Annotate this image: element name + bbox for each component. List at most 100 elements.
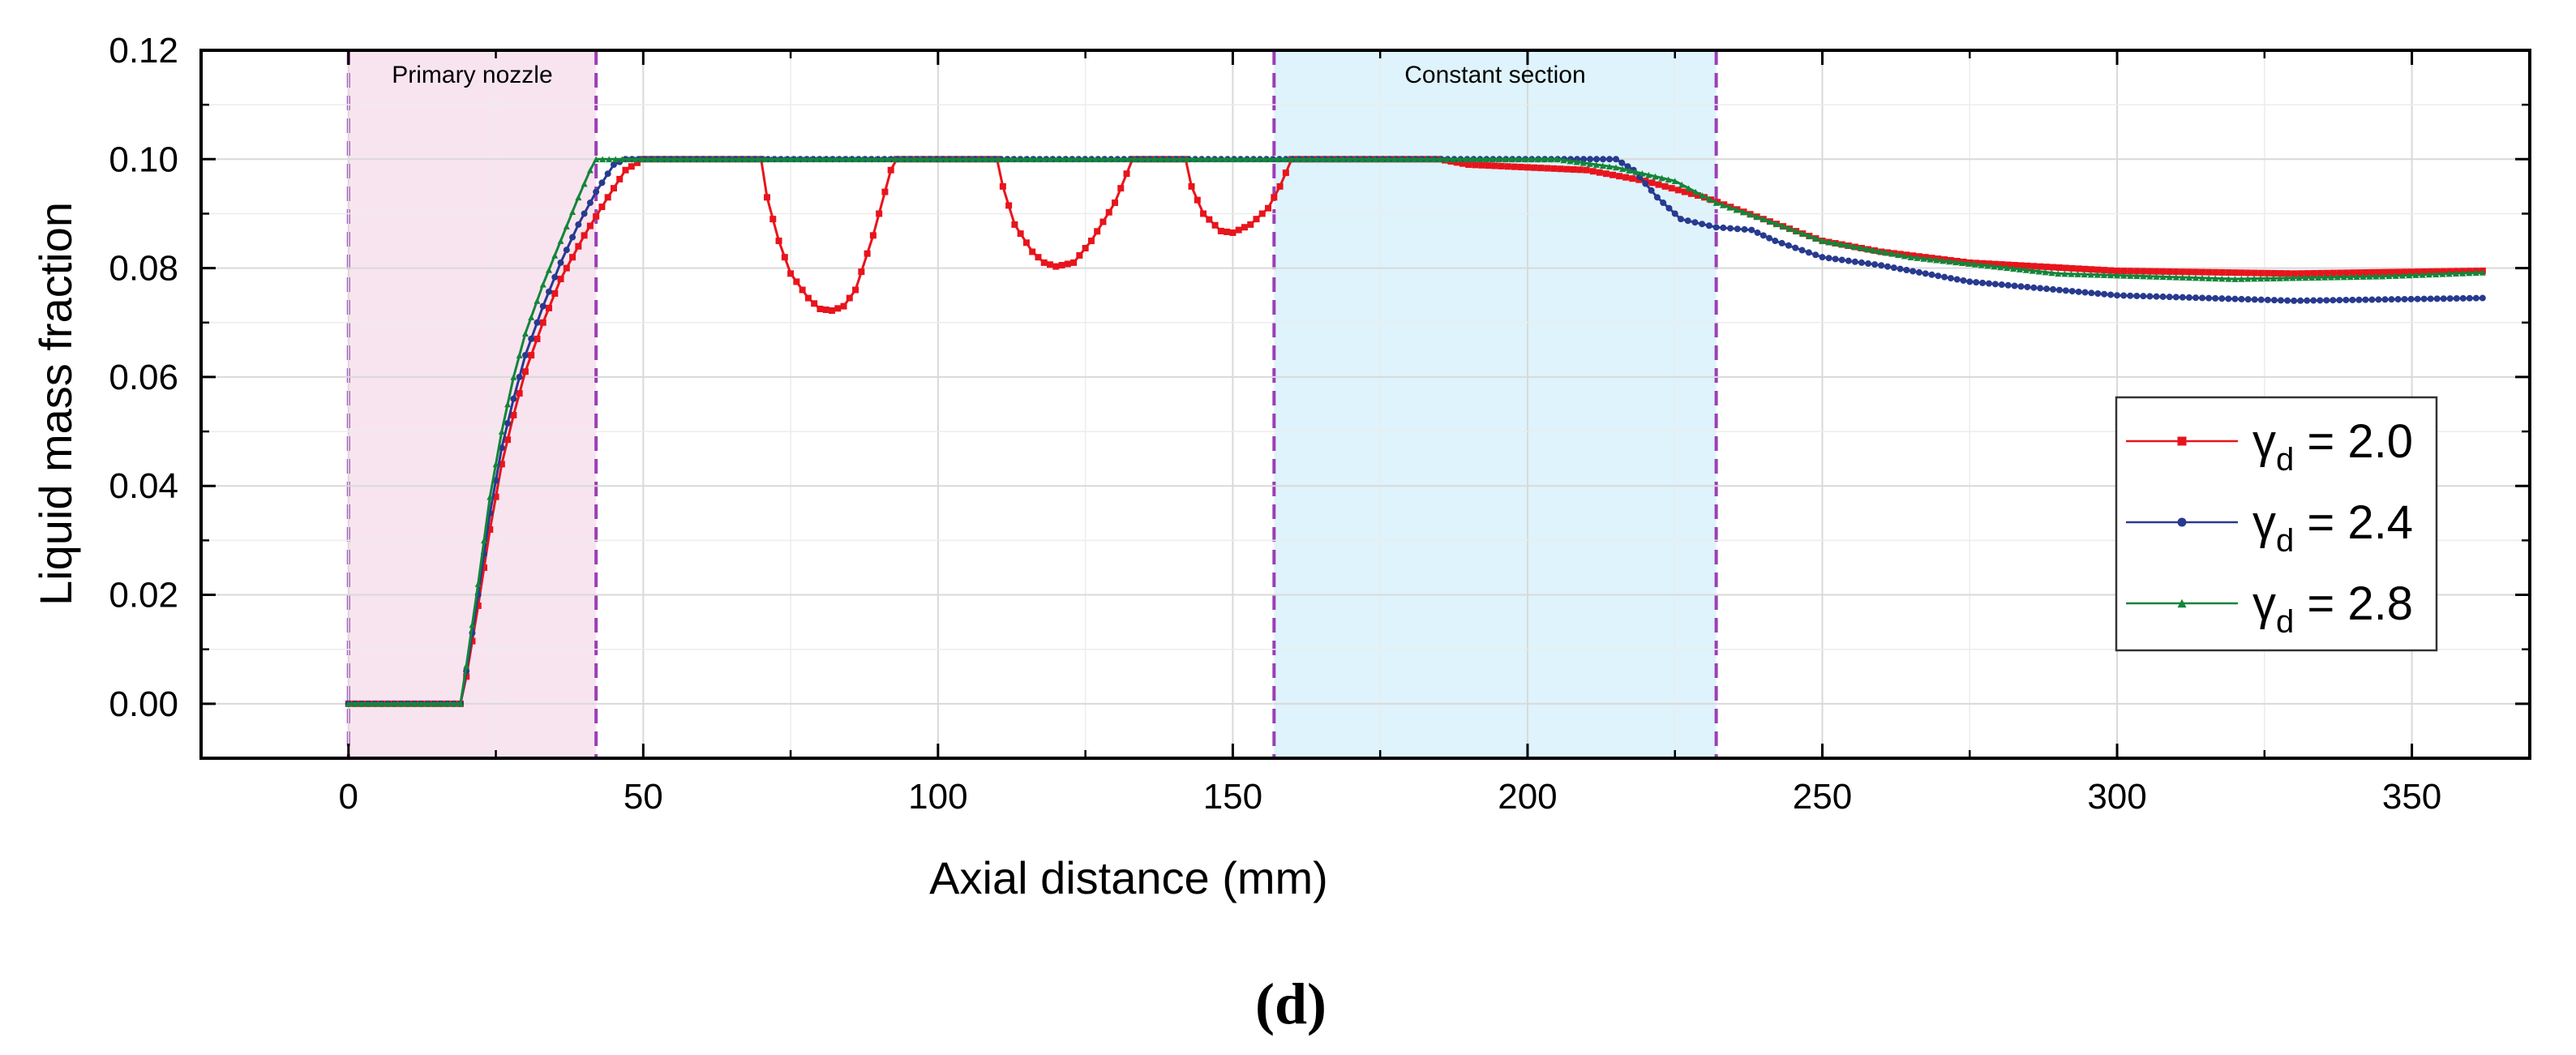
series-point: [1613, 156, 1620, 163]
series-point: [2094, 290, 2102, 298]
series-point: [645, 156, 652, 163]
series-point: [1940, 257, 1947, 264]
series-point: [1504, 163, 1511, 170]
series-point: [703, 156, 710, 163]
series-point: [2133, 292, 2141, 299]
series-point: [793, 278, 800, 285]
x-axis-title: Axial distance (mm): [929, 852, 1328, 903]
y-tick-label: 0.06: [109, 358, 178, 397]
series-point: [1001, 156, 1009, 163]
series-point: [1609, 171, 1616, 178]
series-point: [1973, 279, 1980, 286]
series-3: [345, 156, 2486, 707]
series-point: [1865, 260, 1872, 268]
series-point: [1352, 156, 1360, 163]
series-point: [1871, 261, 1879, 268]
series-point: [807, 156, 814, 163]
series-point: [1606, 156, 1614, 163]
series-point: [539, 302, 546, 310]
region-label: Primary nozzle: [392, 62, 552, 88]
series-point: [1189, 156, 1197, 163]
series-point: [1235, 156, 1242, 163]
series-point: [1897, 265, 1904, 272]
series-point: [2381, 268, 2389, 276]
series-point: [2340, 273, 2347, 281]
series-point: [593, 188, 600, 195]
series-point: [1346, 156, 1353, 163]
series-point: [1935, 272, 1942, 280]
series-point: [787, 270, 795, 277]
series-point: [833, 156, 840, 163]
series-point: [1960, 277, 1967, 284]
series-point: [557, 259, 564, 266]
series-point: [1922, 254, 1929, 261]
series-point: [1307, 156, 1314, 163]
x-tick-label: 100: [908, 777, 967, 817]
series-point: [2087, 271, 2094, 278]
series-point: [2264, 269, 2271, 277]
series-point: [2107, 272, 2114, 279]
series-point: [521, 368, 529, 375]
series-point: [2401, 268, 2408, 276]
series-point: [1206, 216, 1213, 223]
series-point: [2379, 272, 2386, 280]
series-point: [431, 701, 438, 707]
series-point: [1985, 260, 1992, 268]
y-tick-label: 0.02: [109, 576, 178, 615]
series-point: [1653, 194, 1661, 201]
series-point: [2218, 295, 2226, 302]
series-point: [1052, 263, 1060, 270]
series-point: [2440, 295, 2447, 302]
series-point: [521, 352, 529, 359]
series-point: [1915, 268, 1922, 276]
series-point: [975, 156, 983, 163]
series-point: [2185, 274, 2192, 281]
series-point: [982, 156, 989, 163]
series-point: [2420, 295, 2428, 302]
series-point: [846, 156, 853, 163]
series-point: [1920, 255, 1927, 262]
series-point: [2289, 274, 2296, 281]
series-point: [2166, 273, 2173, 281]
series-point: [1411, 156, 1418, 163]
series-point: [545, 304, 552, 311]
series-point: [917, 156, 924, 163]
series-point: [2284, 297, 2291, 304]
series-point: [612, 156, 619, 163]
series-point: [2362, 296, 2369, 303]
series-point: [2010, 265, 2017, 272]
series-point: [1759, 232, 1767, 239]
series-point: [1589, 168, 1597, 175]
series-point: [1008, 156, 1015, 163]
series-point: [1105, 156, 1112, 163]
series-point: [1812, 235, 1819, 242]
series-point: [474, 581, 482, 587]
series-point: [1600, 156, 1607, 163]
series-point: [2218, 268, 2226, 276]
series-point: [2276, 275, 2283, 281]
series-point: [1726, 204, 1734, 211]
series-point: [2043, 264, 2051, 271]
x-tick-label: 300: [2087, 777, 2146, 817]
y-tick-label: 0.00: [109, 684, 178, 724]
legend-item: γd = 2.4: [2126, 496, 2413, 559]
series-point: [2231, 276, 2239, 282]
series-point: [551, 273, 559, 281]
series-point: [1070, 259, 1078, 266]
series-point: [1087, 238, 1095, 245]
series-point: [1424, 156, 1431, 163]
series-point: [1901, 252, 1908, 259]
legend-swatch-marker: [2177, 598, 2187, 608]
series-point: [911, 156, 918, 163]
series-point: [2061, 270, 2068, 277]
legend-value: = 2.0: [2294, 415, 2413, 468]
series-point: [1671, 210, 1678, 217]
series-point: [1209, 156, 1216, 163]
series-point: [1727, 225, 1734, 232]
series-point: [2172, 274, 2180, 281]
series-point: [632, 156, 639, 163]
series-point: [2024, 262, 2031, 269]
series-point: [1677, 216, 1684, 223]
series-point: [1832, 255, 1839, 263]
series-point: [1819, 254, 1826, 261]
